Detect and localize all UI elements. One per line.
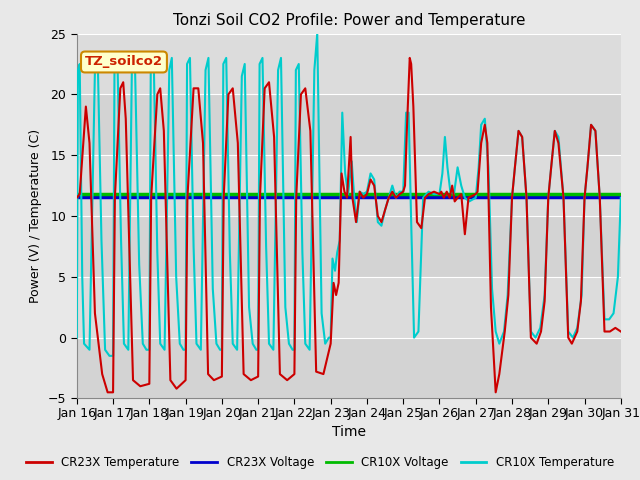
Y-axis label: Power (V) / Temperature (C): Power (V) / Temperature (C) <box>29 129 42 303</box>
CR10X Temperature <box>527 329 534 335</box>
Title: Tonzi Soil CO2 Profile: Power and Temperature: Tonzi Soil CO2 Profile: Power and Temper… <box>173 13 525 28</box>
CR23X Temperature <box>104 389 111 395</box>
CR10X Temperature <box>172 274 180 280</box>
Bar <box>77 34 621 95</box>
Bar <box>77 155 621 216</box>
CR23X Temperature <box>120 79 127 85</box>
CR23X Temperature <box>523 195 531 201</box>
CR10X Temperature <box>399 189 407 194</box>
CR10X Temperature <box>378 223 385 228</box>
Text: TZ_soilco2: TZ_soilco2 <box>85 56 163 69</box>
CR10X Temperature <box>617 195 625 201</box>
Legend: CR23X Temperature, CR23X Voltage, CR10X Voltage, CR10X Temperature: CR23X Temperature, CR23X Voltage, CR10X … <box>21 452 619 474</box>
CR10X Temperature <box>314 31 321 36</box>
CR23X Temperature <box>617 329 625 335</box>
CR23X Temperature <box>173 386 180 392</box>
CR23X Temperature <box>515 128 522 134</box>
CR23X Temperature <box>73 195 81 201</box>
CR23X Temperature <box>472 191 479 197</box>
CR10X Temperature <box>555 134 563 140</box>
Line: CR10X Temperature: CR10X Temperature <box>77 34 621 356</box>
CR10X Voltage <box>109 191 117 197</box>
CR10X Temperature <box>106 353 113 359</box>
CR23X Temperature <box>276 371 284 377</box>
CR10X Temperature <box>73 335 81 340</box>
Bar <box>77 337 621 398</box>
Line: CR23X Temperature: CR23X Temperature <box>77 58 621 392</box>
CR23X Voltage <box>109 194 117 200</box>
Bar <box>77 95 621 155</box>
CR10X Voltage <box>73 191 81 197</box>
CR23X Temperature <box>406 55 413 61</box>
CR23X Voltage <box>73 194 81 200</box>
X-axis label: Time: Time <box>332 425 366 439</box>
Bar <box>77 216 621 277</box>
CR10X Temperature <box>441 134 449 140</box>
Bar <box>77 277 621 337</box>
